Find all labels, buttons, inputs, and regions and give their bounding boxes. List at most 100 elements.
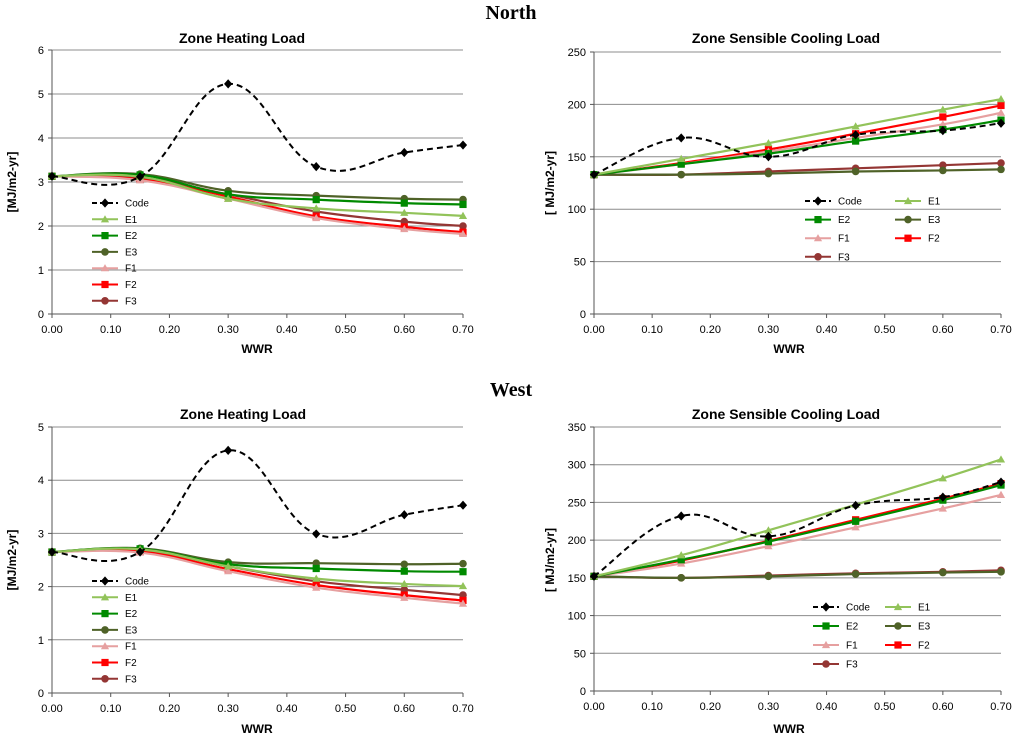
legend-label-f3: F3: [125, 296, 137, 307]
data-point-code: [135, 172, 145, 182]
legend-marker-code: [813, 196, 823, 206]
chart-title: Zone Heating Load: [180, 406, 306, 422]
data-point-e2: [459, 200, 467, 209]
x-tick-label: 0.30: [217, 703, 238, 715]
legend-marker-f3: [101, 675, 109, 683]
data-point-e1: [400, 208, 409, 216]
x-axis-label: WWR: [241, 722, 273, 736]
y-tick-label: 250: [568, 47, 586, 59]
data-point-f1: [996, 108, 1006, 116]
legend-label-f2: F2: [125, 280, 137, 291]
y-tick-label: 0: [38, 309, 44, 321]
data-point-e3: [764, 169, 773, 178]
series-line-e1: [593, 458, 1002, 578]
x-axis-label: WWR: [773, 722, 805, 736]
legend-label-code: Code: [125, 577, 149, 588]
y-tick-label: 1: [38, 635, 44, 647]
legend-marker-e1: [100, 593, 110, 601]
y-tick-label: 3: [38, 177, 44, 189]
y-tick-label: 6: [38, 45, 44, 57]
data-point-code: [589, 170, 599, 180]
data-point-e1: [764, 526, 773, 534]
series-line-code: [51, 449, 464, 562]
series-line-code: [51, 82, 464, 186]
legend-label-e2: E2: [846, 622, 859, 633]
data-point-code: [764, 531, 773, 541]
legend-label-e2: E2: [125, 231, 138, 242]
legend-marker-f2: [101, 658, 109, 667]
legend-label-f3: F3: [838, 252, 850, 263]
x-tick-label: 0.50: [335, 703, 356, 715]
data-point-code: [458, 140, 468, 150]
legend-marker-e2: [101, 232, 109, 240]
y-tick-label: 5: [38, 89, 44, 101]
data-point-e1: [938, 474, 947, 482]
north-cooling-chart: 0 50 100 150 200 250 0.00 0.10 0.20 0.30 0.40 0.50 0…: [543, 30, 1012, 356]
data-point-f1: [224, 567, 233, 575]
y-tick-label: 350: [568, 422, 586, 434]
data-point-f3: [459, 222, 467, 230]
y-axis-label: [ MJ/m2-yr]: [543, 528, 557, 592]
legend-marker-e2: [814, 216, 822, 224]
data-point-e1: [400, 579, 409, 588]
y-tick-label: 200: [568, 535, 586, 547]
chart-title: Zone Sensible Cooling Load: [692, 406, 880, 422]
legend-label-f1: F1: [125, 642, 137, 653]
legend-label-e3: E3: [125, 247, 138, 258]
data-point-e1: [312, 574, 321, 582]
data-point-e1: [312, 204, 321, 212]
x-tick-label: 0.40: [276, 324, 297, 336]
data-point-f2: [939, 113, 947, 121]
data-point-e2: [400, 199, 408, 207]
legend-marker-f2: [894, 641, 902, 649]
x-tick-label: 0.40: [276, 703, 297, 715]
x-tick-label: 0.00: [583, 701, 604, 713]
x-tick-label: 0.10: [100, 703, 121, 715]
legend-label-e3: E3: [928, 215, 941, 226]
y-tick-label: 4: [38, 475, 44, 487]
data-point-e2: [677, 160, 685, 168]
legend-marker-e3: [904, 215, 912, 224]
data-point-f1: [938, 120, 947, 128]
data-point-e2: [459, 568, 467, 576]
y-tick-label: 5: [38, 422, 44, 434]
data-point-e3: [764, 572, 773, 581]
data-point-code: [224, 445, 233, 456]
data-point-e1: [996, 455, 1006, 463]
data-point-e3: [400, 560, 409, 569]
legend-label-code: Code: [838, 197, 862, 208]
data-point-f1: [851, 523, 860, 531]
legend-label-e1: E1: [125, 593, 138, 604]
legend-marker-f2: [101, 280, 109, 289]
data-point-e3: [677, 574, 686, 582]
x-tick-label: 0.30: [217, 324, 238, 336]
legend-marker-f3: [822, 660, 830, 668]
data-point-e2: [312, 196, 320, 204]
legend-label-f2: F2: [125, 658, 137, 669]
legend-label-code: Code: [846, 603, 870, 614]
x-tick-label: 0.20: [700, 324, 721, 336]
y-tick-label: 4: [38, 133, 44, 145]
x-tick-label: 0.50: [874, 701, 895, 713]
data-point-e3: [939, 166, 947, 175]
data-point-code: [458, 500, 468, 510]
data-point-e3: [851, 570, 860, 578]
legend-marker-e1: [893, 602, 903, 611]
y-tick-label: 150: [568, 152, 586, 164]
legend-marker-code: [821, 602, 831, 612]
x-tick-label: 0.30: [758, 324, 779, 336]
x-tick-label: 0.40: [816, 324, 837, 336]
data-point-code: [677, 511, 686, 521]
legend-marker-e1: [100, 215, 110, 223]
legend-marker-e3: [894, 622, 902, 630]
legend-label-f1: F1: [838, 234, 850, 245]
legend-marker-f3: [101, 297, 109, 305]
data-point-code: [224, 79, 233, 89]
x-tick-label: 0.50: [874, 324, 895, 336]
data-point-e3: [939, 568, 947, 577]
legend-label-f3: F3: [125, 674, 137, 685]
x-tick-label: 0.30: [758, 701, 779, 713]
legend-label-e2: E2: [838, 215, 851, 226]
y-tick-label: 100: [568, 204, 586, 216]
legend-marker-f1: [100, 642, 110, 650]
